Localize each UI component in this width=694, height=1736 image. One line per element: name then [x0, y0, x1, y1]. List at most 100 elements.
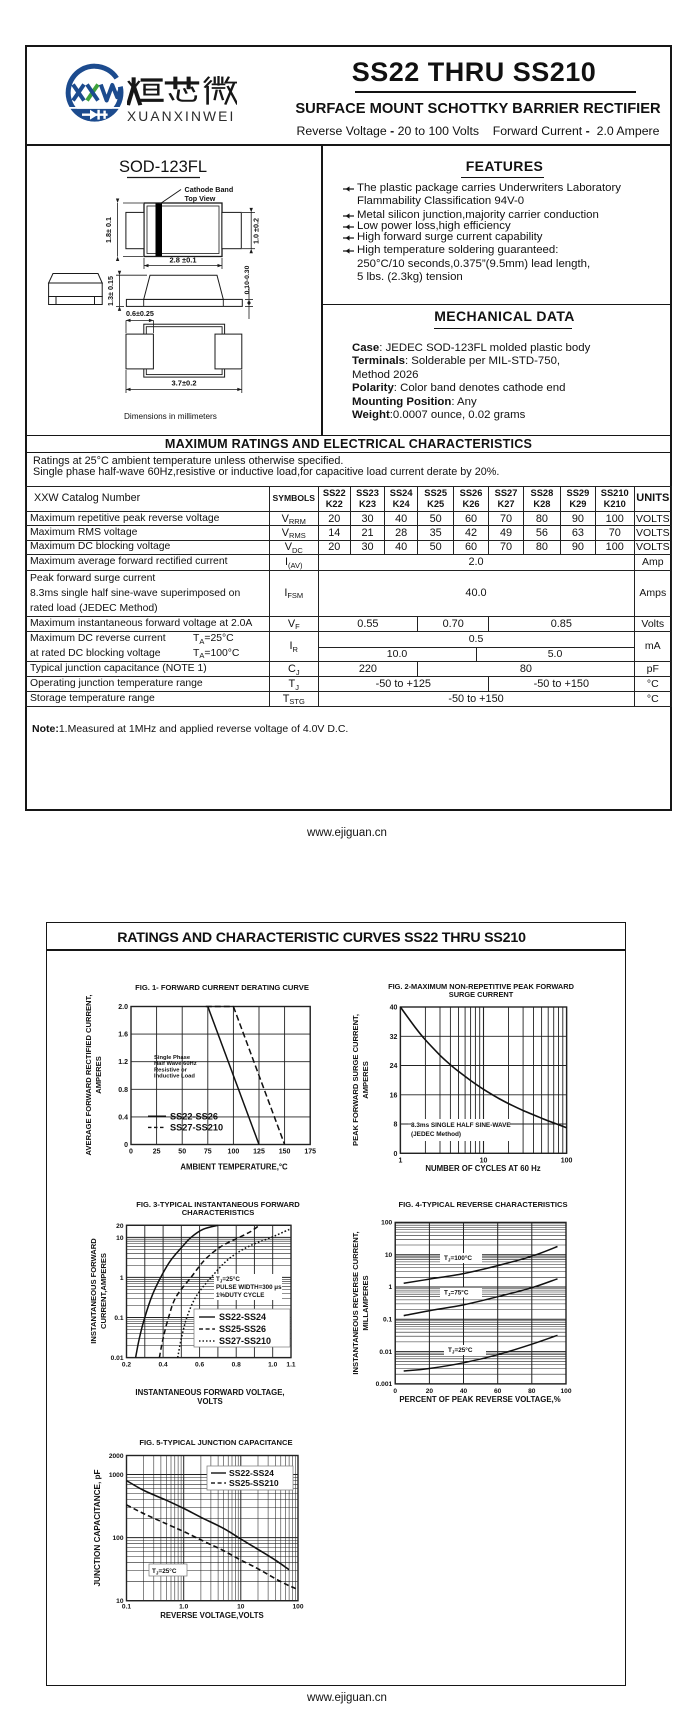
svg-text:40: 40 — [390, 1005, 398, 1012]
svg-text:AMPERES: AMPERES — [94, 1056, 103, 1094]
svg-text:Half Wave 60Hz: Half Wave 60Hz — [154, 1061, 197, 1067]
svg-text:20: 20 — [116, 1223, 124, 1230]
svg-text:40: 40 — [460, 1388, 468, 1395]
svg-text:SOD-123FL: SOD-123FL — [119, 158, 207, 176]
svg-text:Dimensions in millimeters: Dimensions in millimeters — [124, 412, 217, 421]
svg-text:SS22-SS24: SS22-SS24 — [219, 1312, 266, 1322]
svg-text:0.1: 0.1 — [114, 1315, 123, 1322]
svg-text:16: 16 — [390, 1092, 398, 1099]
svg-text:20: 20 — [426, 1388, 434, 1395]
svg-text:Inductive Load: Inductive Load — [154, 1074, 195, 1080]
svg-text:1.6: 1.6 — [118, 1032, 128, 1039]
svg-text:VOLTS: VOLTS — [197, 1397, 222, 1406]
svg-text:TJ=75°C: TJ=75°C — [444, 1289, 469, 1298]
svg-text:0.01: 0.01 — [111, 1355, 124, 1362]
svg-text:0: 0 — [393, 1151, 397, 1158]
svg-text:0.8: 0.8 — [232, 1362, 241, 1369]
svg-text:REVERSE VOLTAGE,VOLTS: REVERSE VOLTAGE,VOLTS — [160, 1611, 264, 1620]
svg-text:1.1: 1.1 — [286, 1362, 295, 1369]
svg-text:150: 150 — [279, 1149, 291, 1156]
svg-text:8.3ms SINGLE HALF SINE-WAVE: 8.3ms SINGLE HALF SINE-WAVE — [411, 1122, 511, 1129]
svg-text:0.8: 0.8 — [118, 1087, 128, 1094]
svg-text:1.8± 0.1: 1.8± 0.1 — [104, 217, 113, 243]
svg-text:10: 10 — [237, 1604, 245, 1611]
svg-text:0.6: 0.6 — [195, 1362, 204, 1369]
svg-text:100: 100 — [561, 1157, 573, 1164]
svg-text:50: 50 — [178, 1149, 186, 1156]
svg-text:TJ=25°C: TJ=25°C — [152, 1567, 177, 1576]
svg-text:SS25-SS210: SS25-SS210 — [229, 1478, 279, 1488]
svg-text:TJ=25°C: TJ=25°C — [448, 1346, 473, 1355]
svg-text:INSTANTANEOUS FORWARD VOLTAGE,: INSTANTANEOUS FORWARD VOLTAGE, — [135, 1388, 284, 1397]
svg-text:175: 175 — [304, 1149, 316, 1156]
svg-text:Cathode Band: Cathode Band — [185, 185, 234, 194]
svg-text:FIG. 2-MAXIMUM NON-REPETITIVE: FIG. 2-MAXIMUM NON-REPETITIVE PEAK FORWA… — [388, 982, 575, 991]
svg-text:SS27-SS210: SS27-SS210 — [219, 1336, 271, 1346]
svg-text:0.6±0.25: 0.6±0.25 — [126, 309, 154, 318]
svg-text:NUMBER OF CYCLES AT 60 Hz: NUMBER OF CYCLES AT 60 Hz — [425, 1164, 540, 1173]
svg-text:100: 100 — [381, 1220, 392, 1227]
svg-text:0.001: 0.001 — [376, 1381, 393, 1388]
svg-text:10: 10 — [116, 1598, 124, 1605]
svg-text:PERCENT OF PEAK REVERSE VOLTAG: PERCENT OF PEAK REVERSE VOLTAGE,% — [399, 1395, 560, 1404]
svg-text:FIG. 3-TYPICAL INSTANTANEOUS F: FIG. 3-TYPICAL INSTANTANEOUS FORWARD — [136, 1200, 300, 1209]
svg-text:INSTANTANEOUS REVERSE CURRENT,: INSTANTANEOUS REVERSE CURRENT, — [351, 1231, 360, 1374]
svg-text:24: 24 — [390, 1063, 398, 1070]
svg-text:1.2: 1.2 — [118, 1059, 128, 1066]
svg-text:25: 25 — [153, 1149, 161, 1156]
svg-text:SS25-SS26: SS25-SS26 — [219, 1324, 266, 1334]
svg-text:SS22-SS24: SS22-SS24 — [229, 1468, 274, 1478]
svg-text:(JEDEC Method): (JEDEC Method) — [411, 1131, 461, 1138]
svg-text:AMPERES: AMPERES — [361, 1061, 370, 1099]
svg-text:0.2: 0.2 — [122, 1362, 131, 1369]
svg-text:10: 10 — [385, 1252, 393, 1259]
svg-text:0: 0 — [124, 1142, 128, 1149]
svg-text:0: 0 — [129, 1149, 133, 1156]
svg-text:PULSE WIDTH=300 μs: PULSE WIDTH=300 μs — [216, 1284, 282, 1291]
svg-text:10: 10 — [116, 1235, 124, 1242]
svg-text:1: 1 — [398, 1157, 402, 1164]
svg-text:1: 1 — [389, 1284, 393, 1291]
svg-text:2.8 ±0.1: 2.8 ±0.1 — [169, 256, 196, 265]
svg-text:FIG. 5-TYPICAL JUNCTION CAPACI: FIG. 5-TYPICAL JUNCTION CAPACITANCE — [139, 1438, 292, 1447]
svg-text:0.1: 0.1 — [383, 1317, 392, 1324]
svg-text:AMBIENT TEMPERATURE,°C: AMBIENT TEMPERATURE,°C — [180, 1163, 288, 1172]
svg-text:0.01: 0.01 — [379, 1349, 392, 1356]
svg-text:CURRENT,AMPERES: CURRENT,AMPERES — [99, 1253, 108, 1329]
svg-text:1000: 1000 — [109, 1472, 124, 1479]
svg-text:FIG. 1- FORWARD CURRENT DERATI: FIG. 1- FORWARD CURRENT DERATING CURVE — [135, 983, 309, 992]
svg-text:MILLAMPERES: MILLAMPERES — [361, 1275, 370, 1330]
svg-text:10: 10 — [480, 1157, 488, 1164]
svg-text:2000: 2000 — [109, 1453, 124, 1460]
svg-text:INSTANTANEOUS FORWARD: INSTANTANEOUS FORWARD — [89, 1238, 98, 1344]
svg-text:125: 125 — [253, 1149, 265, 1156]
svg-text:SS27-SS210: SS27-SS210 — [170, 1123, 223, 1133]
svg-text:0.1: 0.1 — [122, 1604, 131, 1611]
svg-text:32: 32 — [390, 1034, 398, 1041]
svg-text:80: 80 — [528, 1388, 536, 1395]
svg-text:Single Phase: Single Phase — [154, 1055, 191, 1061]
svg-text:FIG. 4-TYPICAL REVERSE CHARACT: FIG. 4-TYPICAL REVERSE CHARACTERISTICS — [398, 1200, 567, 1209]
svg-text:1: 1 — [120, 1275, 124, 1282]
svg-text:60: 60 — [494, 1388, 502, 1395]
svg-text:0.10-0.30: 0.10-0.30 — [244, 265, 251, 294]
svg-text:1%DUTY CYCLE: 1%DUTY CYCLE — [216, 1292, 264, 1299]
svg-text:0: 0 — [393, 1388, 397, 1395]
svg-text:TJ=100°C: TJ=100°C — [444, 1254, 472, 1263]
svg-text:1.0 ±0.2: 1.0 ±0.2 — [252, 218, 261, 244]
svg-text:100: 100 — [112, 1535, 123, 1542]
svg-text:Resistive or: Resistive or — [154, 1067, 188, 1073]
svg-text:SS22-SS26: SS22-SS26 — [170, 1111, 218, 1121]
svg-text:3.7±0.2: 3.7±0.2 — [172, 379, 197, 388]
svg-text:8: 8 — [393, 1122, 397, 1129]
svg-text:1.0: 1.0 — [179, 1604, 188, 1611]
svg-text:2.0: 2.0 — [118, 1004, 128, 1011]
svg-text:PEAK FORWARD SURGE CURRENT,: PEAK FORWARD SURGE CURRENT, — [351, 1014, 360, 1146]
svg-text:TJ=25°C: TJ=25°C — [216, 1276, 240, 1284]
svg-text:1.3± 0.15: 1.3± 0.15 — [106, 276, 115, 306]
svg-text:AVERAGE FORWARD RECTIFIED CURR: AVERAGE FORWARD RECTIFIED CURRENT, — [84, 995, 93, 1156]
svg-text:100: 100 — [228, 1149, 240, 1156]
svg-text:CHARACTERISTICS: CHARACTERISTICS — [182, 1208, 255, 1217]
svg-text:JUNCTION CAPACITANCE, pF: JUNCTION CAPACITANCE, pF — [93, 1469, 102, 1586]
svg-text:0.4: 0.4 — [159, 1362, 168, 1369]
